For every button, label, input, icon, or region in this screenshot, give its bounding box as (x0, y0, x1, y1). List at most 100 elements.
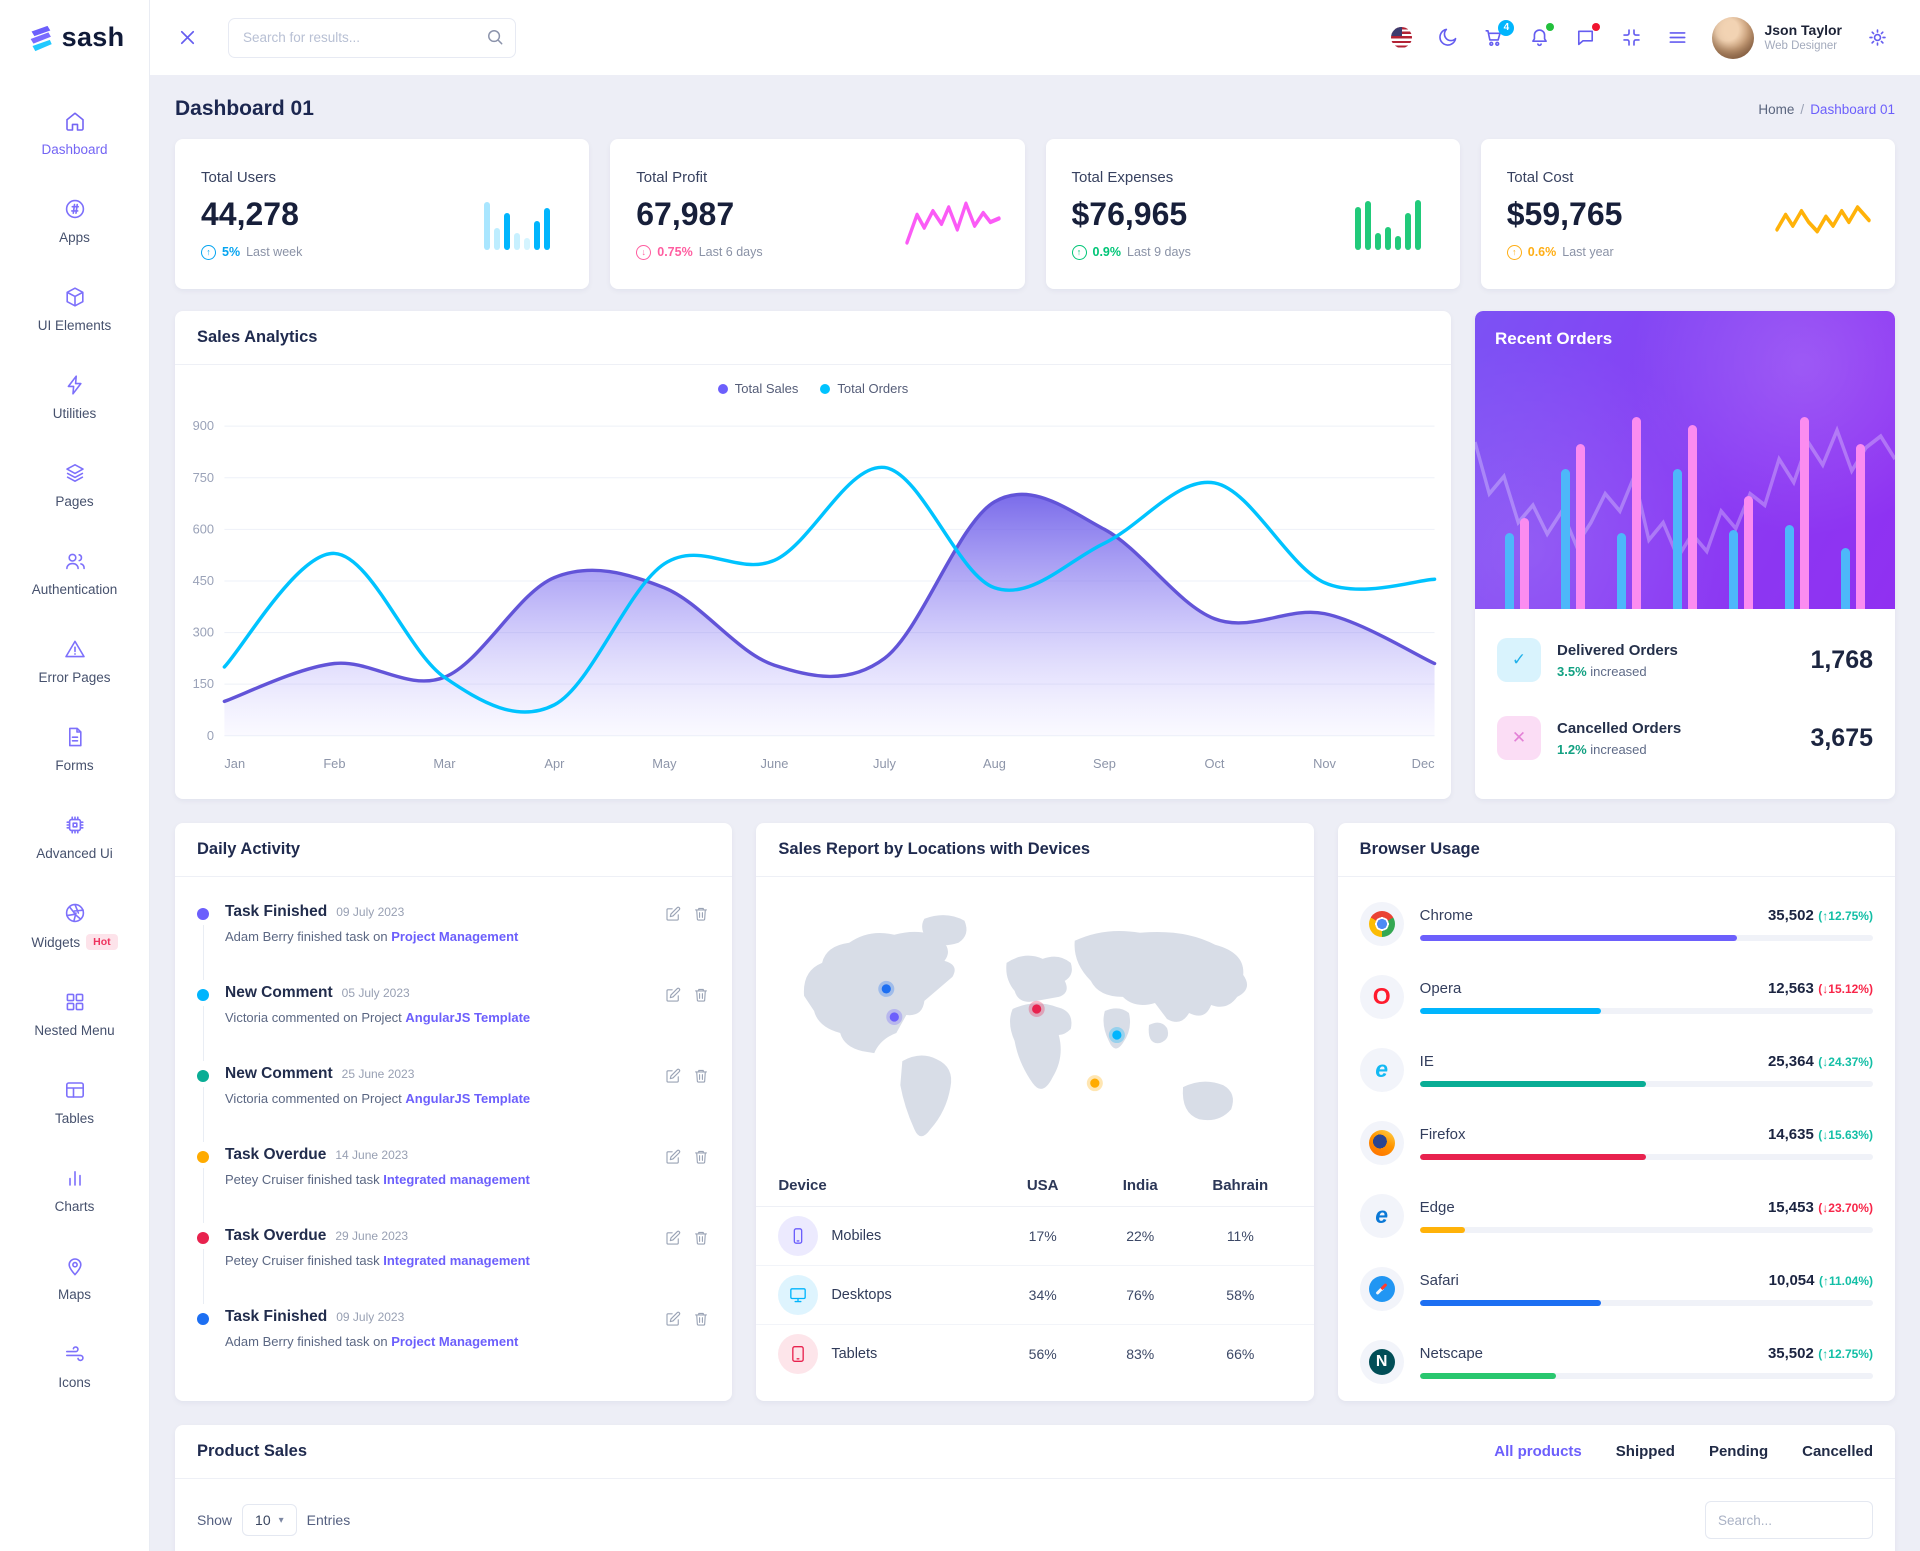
device-table-body: Mobiles 17% 22% 11% Desktops 34% 76% 58%… (756, 1207, 1314, 1383)
users-icon (63, 549, 87, 573)
product-filter-tab[interactable]: Pending (1708, 1443, 1769, 1460)
breadcrumb-home[interactable]: Home (1758, 101, 1795, 117)
activity-description: Victoria commented on Project AngularJS … (225, 1010, 531, 1025)
user-menu[interactable]: Json Taylor Web Designer (1712, 16, 1842, 59)
activity-title: Task Overdue (225, 1146, 327, 1163)
activity-date: 25 June 2023 (341, 1067, 415, 1081)
sidebar-item[interactable]: Error Pages (4, 617, 145, 705)
activity-link[interactable]: Integrated management (383, 1253, 530, 1268)
delete-icon[interactable] (692, 1229, 710, 1247)
delete-icon[interactable] (692, 1148, 710, 1166)
sidebar-item[interactable]: Charts (4, 1146, 145, 1234)
browser-list: Chrome 35,502 (↑12.75%) O Opera 12,563 (… (1338, 877, 1895, 1401)
activity-link[interactable]: Project Management (391, 929, 519, 944)
edit-icon[interactable] (664, 1310, 682, 1328)
device-row: Mobiles 17% 22% 11% (756, 1207, 1314, 1266)
edge-icon: e (1359, 1193, 1404, 1238)
svg-text:Mar: Mar (433, 756, 456, 771)
sidebar-item-label: Tables (54, 1111, 95, 1126)
search-input[interactable] (228, 17, 516, 58)
sidebar-item[interactable]: Pages (4, 441, 145, 529)
brand-name: sash (61, 22, 125, 52)
sidebar-item[interactable]: Icons (4, 1322, 145, 1410)
edit-icon[interactable] (664, 986, 682, 1004)
apps-icon (63, 197, 87, 221)
device-usa-value: 17% (1028, 1228, 1057, 1244)
product-filter-tab[interactable]: Shipped (1615, 1443, 1675, 1460)
sidebar-item-label: Pages (55, 494, 94, 509)
legend-item[interactable]: Total Sales (717, 381, 798, 396)
browser-value: 25,364 (1767, 1052, 1814, 1070)
cart-icon[interactable]: 4 (1474, 19, 1515, 57)
sidebar-item[interactable]: Dashboard (4, 89, 145, 177)
stat-mini-chart (471, 178, 563, 250)
sidebar-item-label: Widgets (31, 934, 81, 950)
activity-dot (197, 1151, 209, 1163)
browser-progress-fill (1419, 1153, 1647, 1160)
stat-label: Total Cost (1506, 168, 1574, 186)
warning-icon (63, 637, 87, 661)
delete-icon[interactable] (692, 1067, 710, 1085)
activity-link[interactable]: Project Management (391, 1334, 519, 1349)
device-india-value: 76% (1126, 1287, 1155, 1303)
sidebar-item[interactable]: Maps (4, 1234, 145, 1322)
card-title: Recent Orders (1495, 329, 1613, 348)
svg-text:Aug: Aug (983, 756, 1006, 771)
stat-card: Total Expenses $76,965 ↑ 0.9% Last 9 day… (1045, 139, 1460, 289)
breadcrumb: Home / Dashboard 01 (1758, 102, 1895, 117)
show-label: Show (197, 1512, 233, 1528)
activity-date: 09 July 2023 (336, 905, 405, 919)
browser-progress-track (1419, 934, 1873, 941)
edit-icon[interactable] (664, 1067, 682, 1085)
activity-link[interactable]: Integrated management (383, 1172, 530, 1187)
recent-orders-card: Recent Orders ✓ Delivered Orders 3.5% in… (1475, 311, 1895, 799)
browser-change: (↓24.37%) (1818, 1054, 1873, 1069)
table-search-input[interactable] (1705, 1501, 1873, 1539)
product-filter-tab[interactable]: Cancelled (1802, 1443, 1873, 1460)
moon-icon[interactable] (1428, 19, 1466, 57)
sidebar: sash Dashboard Apps UI Elements Utilitie… (0, 0, 150, 1551)
sales-report-card: Sales Report by Locations with Devices (756, 823, 1314, 1401)
edit-icon[interactable] (664, 1229, 682, 1247)
sidebar-item-label: Apps (59, 230, 90, 245)
sidebar-item[interactable]: Authentication (4, 529, 145, 617)
sidebar-item[interactable]: Tables (4, 1058, 145, 1146)
order-status-icon: ✓ (1497, 638, 1541, 682)
activity-title: New Comment (225, 1065, 333, 1082)
stat-period: Last week (246, 245, 303, 259)
product-filter-tab[interactable]: All products (1494, 1443, 1582, 1460)
sidebar-item[interactable]: Forms (4, 705, 145, 793)
fullscreen-icon[interactable] (1612, 19, 1650, 57)
sidebar-item[interactable]: Utilities (4, 353, 145, 441)
edit-icon[interactable] (664, 1148, 682, 1166)
chat-icon[interactable] (1566, 19, 1604, 57)
gear-icon[interactable] (1858, 19, 1896, 57)
sidebar-item[interactable]: Widgets Hot (4, 881, 145, 970)
activity-link[interactable]: AngularJS Template (405, 1010, 531, 1025)
device-name: Mobiles (831, 1228, 882, 1244)
list-icon[interactable] (1658, 19, 1696, 57)
edit-icon[interactable] (664, 905, 682, 923)
delete-icon[interactable] (692, 1310, 710, 1328)
sidebar-item[interactable]: UI Elements (4, 265, 145, 353)
activity-link[interactable]: AngularJS Template (405, 1091, 531, 1106)
bell-icon[interactable] (1520, 19, 1558, 57)
delete-icon[interactable] (692, 986, 710, 1004)
sidebar-item[interactable]: Apps (4, 177, 145, 265)
legend-item[interactable]: Total Orders (820, 381, 908, 396)
search-icon[interactable] (484, 26, 506, 48)
chart-icon (63, 1166, 87, 1190)
stat-delta: 5% (222, 245, 241, 259)
layers-icon (63, 461, 87, 485)
sidebar-item[interactable]: Advanced Ui (4, 793, 145, 881)
page-size-select[interactable]: 10 ▾ (242, 1504, 297, 1536)
delete-icon[interactable] (692, 905, 710, 923)
sidebar-item[interactable]: Nested Menu (4, 970, 145, 1058)
sidebar-item-label: Maps (57, 1287, 91, 1302)
stats-row: Total Users 44,278 ↑ 5% Last week Total … (175, 139, 1895, 289)
stat-value: $59,765 (1506, 195, 1623, 232)
us-flag-icon[interactable] (1382, 19, 1420, 57)
brand[interactable]: sash (0, 0, 149, 75)
activity-item: New Comment 25 June 2023 Victoria commen… (197, 1055, 710, 1142)
close-icon[interactable] (168, 19, 206, 57)
